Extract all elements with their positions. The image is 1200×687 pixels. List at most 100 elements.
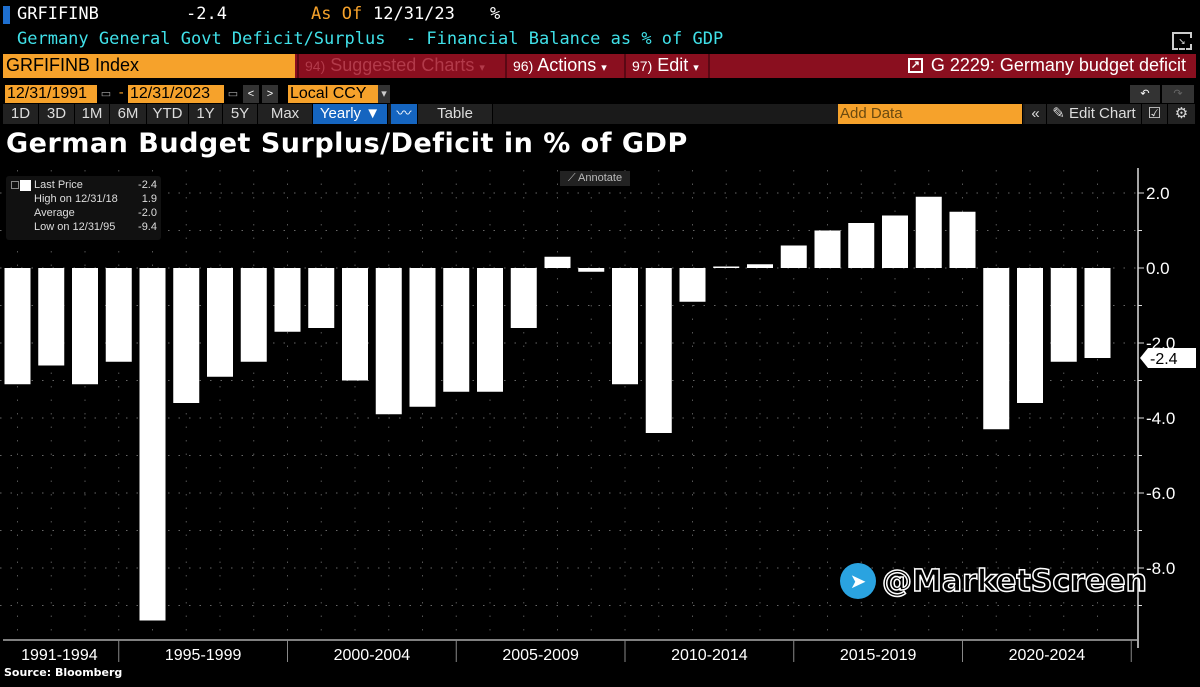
- x-tick-label: 2015-2019: [840, 647, 917, 664]
- header-row: GRFIFINB -2.4 As Of 12/31/23 %: [0, 4, 500, 28]
- collapse-button[interactable]: «: [1025, 104, 1047, 124]
- next-period-button[interactable]: >: [262, 85, 278, 103]
- legend-high-label: High on 12/31/18: [34, 193, 118, 205]
- start-date-input[interactable]: 12/31/1991: [5, 85, 97, 103]
- bar-1997: [207, 268, 233, 377]
- watermark: ➤ @MarketScreen: [840, 563, 1148, 600]
- bar-2019: [949, 211, 976, 268]
- period-5y[interactable]: 5Y: [223, 104, 258, 124]
- bar-2002: [375, 268, 402, 415]
- undo-button[interactable]: ↶: [1130, 85, 1160, 103]
- bar-2003: [409, 268, 436, 407]
- bar-2018: [915, 196, 942, 268]
- period-1y[interactable]: 1Y: [189, 104, 223, 124]
- security-description: Germany General Govt Deficit/Surplus - F…: [17, 29, 724, 49]
- add-data-input[interactable]: Add Data: [838, 104, 1023, 124]
- x-tick-label: 2005-2009: [502, 647, 579, 664]
- chart-settings-icon[interactable]: ☑: [1142, 104, 1168, 124]
- legend-low-label: Low on 12/31/95: [34, 221, 116, 233]
- annotate-button[interactable]: ⟋ Annotate: [560, 171, 630, 186]
- x-tick-label: 1995-1999: [165, 647, 242, 664]
- as-of-label: As Of: [311, 4, 363, 24]
- bar-2006: [510, 268, 537, 328]
- period-ytd[interactable]: YTD: [147, 104, 189, 124]
- bar-2016: [848, 223, 875, 268]
- calendar-icon[interactable]: ▭: [99, 85, 113, 103]
- y-tick-label: 0.0: [1146, 259, 1170, 278]
- period-1d[interactable]: 1D: [3, 104, 39, 124]
- x-tick-label: 2000-2004: [334, 647, 411, 664]
- bar-1991: [4, 268, 31, 385]
- bar-2000: [308, 268, 335, 328]
- legend-average-value: -2.0: [138, 207, 157, 219]
- watermark-text: @MarketScreen: [881, 563, 1147, 600]
- as-of-date: 12/31/23: [373, 4, 455, 24]
- edit-chart-button[interactable]: ✎ Edit Chart: [1047, 104, 1142, 124]
- calendar-icon[interactable]: ▭: [226, 85, 240, 103]
- chart-reference-label: G 2229: Germany budget deficit: [930, 55, 1186, 75]
- series-swatch: [20, 180, 31, 191]
- frequency-select[interactable]: Yearly ▼: [313, 104, 388, 124]
- edit-menu[interactable]: 97) Edit ▾: [624, 54, 708, 78]
- x-tick-label: 2010-2014: [671, 647, 748, 664]
- bar-2012: [713, 266, 740, 268]
- line-chart-icon[interactable]: 〰: [391, 104, 418, 124]
- bar-2011: [679, 268, 706, 302]
- period-3d[interactable]: 3D: [39, 104, 75, 124]
- legend-average-label: Average: [34, 207, 75, 219]
- table-button[interactable]: Table: [418, 104, 493, 124]
- legend-high-value: 1.9: [141, 193, 157, 205]
- bar-2015: [814, 230, 841, 268]
- gear-icon[interactable]: ⚙: [1168, 104, 1196, 124]
- bar-2022: [1050, 268, 1077, 362]
- menu-label: Suggested Charts: [330, 55, 475, 75]
- security-input[interactable]: GRFIFINB Index: [3, 54, 295, 78]
- x-tick-label: 1991-1994: [21, 647, 98, 664]
- chevron-down-icon: ▾: [601, 62, 607, 74]
- bar-1998: [240, 268, 267, 362]
- previous-period-button[interactable]: <: [243, 85, 259, 103]
- command-bar: GRFIFINB Index 94) Suggested Charts ▾ 96…: [3, 54, 1196, 78]
- y-tick-label: -8.0: [1146, 559, 1175, 578]
- bar-2009: [612, 268, 638, 385]
- x-tick-label: 2020-2024: [1009, 647, 1086, 664]
- bar-2023: [1084, 268, 1111, 358]
- legend-low-value: -9.4: [138, 221, 157, 233]
- actions-menu[interactable]: 96) Actions ▾: [505, 54, 624, 78]
- external-link-icon: ↗: [907, 58, 923, 73]
- end-date-input[interactable]: 12/31/2023: [128, 85, 224, 103]
- last-value: -2.4: [186, 4, 227, 24]
- bar-2004: [443, 268, 470, 392]
- y-tick-label: 2.0: [1146, 184, 1170, 203]
- legend: Last Price -2.4 High on 12/31/18 1.9 Ave…: [6, 176, 161, 240]
- menu-number: 96): [513, 58, 534, 74]
- bar-2017: [882, 215, 908, 268]
- toolbar: 1D 3D 1M 6M YTD 1Y 5Y Max Yearly ▼ 〰 Tab…: [3, 104, 1196, 124]
- collapse-legend-icon[interactable]: [11, 181, 19, 189]
- redo-button[interactable]: ↷: [1162, 85, 1194, 103]
- legend-last-value: -2.4: [138, 179, 157, 191]
- period-max[interactable]: Max: [258, 104, 313, 124]
- bar-2014: [780, 245, 807, 268]
- chart-title: German Budget Surplus/Deficit in % of GD…: [6, 128, 688, 159]
- telegram-icon: ➤: [840, 563, 876, 599]
- legend-last-label: Last Price: [34, 179, 83, 191]
- popout-icon[interactable]: ↘: [1172, 32, 1192, 50]
- period-1m[interactable]: 1M: [75, 104, 110, 124]
- y-axis-ticks: 2.00.0-2.0-4.0-6.0-8.0: [1138, 184, 1175, 606]
- security-marker: [3, 6, 10, 24]
- bar-2007: [544, 256, 571, 268]
- chart-reference-link[interactable]: ↗ G 2229: Germany budget deficit: [907, 55, 1186, 76]
- menu-label: Actions: [537, 55, 597, 75]
- last-value-label: -2.4: [1150, 351, 1178, 368]
- bar-1992: [38, 268, 65, 366]
- currency-select[interactable]: Local CCY: [288, 85, 378, 103]
- chevron-down-icon[interactable]: ▾: [378, 85, 390, 103]
- pencil-icon: ✎: [1052, 105, 1065, 122]
- bar-1999: [274, 268, 301, 332]
- bar-2020: [983, 268, 1010, 430]
- period-6m[interactable]: 6M: [110, 104, 147, 124]
- annotate-label: Annotate: [578, 172, 623, 184]
- suggested-charts-menu[interactable]: 94) Suggested Charts ▾: [297, 54, 505, 78]
- unit: %: [490, 4, 501, 24]
